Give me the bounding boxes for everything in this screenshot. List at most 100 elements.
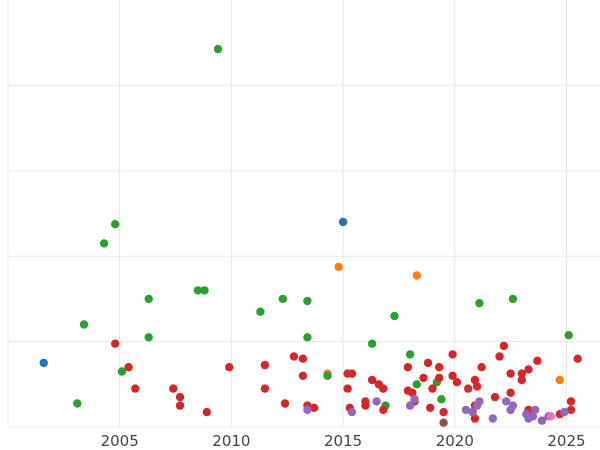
- data-point: [531, 405, 540, 415]
- data-point: [508, 401, 518, 410]
- data-point: [111, 220, 120, 229]
- data-point: [423, 358, 433, 368]
- data-point: [490, 392, 500, 402]
- data-point: [495, 352, 504, 361]
- data-point: [390, 311, 399, 321]
- data-point: [517, 369, 526, 378]
- data-point: [200, 286, 209, 295]
- x-tick-label: 2025: [547, 432, 585, 450]
- data-point: [403, 363, 413, 372]
- data-point: [461, 405, 471, 415]
- data-point: [338, 217, 348, 227]
- data-point: [202, 407, 211, 417]
- data-point: [405, 350, 415, 359]
- data-point: [528, 412, 538, 421]
- data-point: [508, 294, 518, 304]
- data-point: [533, 356, 542, 365]
- data-point: [419, 373, 428, 383]
- data-point: [303, 405, 312, 415]
- data-point: [437, 395, 446, 404]
- data-point: [564, 331, 573, 340]
- data-point: [175, 392, 185, 402]
- data-point: [546, 412, 556, 421]
- data-point: [144, 294, 153, 304]
- data-point: [412, 271, 421, 280]
- data-point: [472, 382, 482, 391]
- data-point: [323, 371, 332, 380]
- data-point: [560, 407, 569, 417]
- data-point: [111, 339, 120, 348]
- grid: [7, 0, 600, 428]
- data-point: [537, 416, 547, 425]
- data-point: [131, 384, 140, 393]
- data-point: [405, 401, 415, 410]
- data-point: [260, 360, 270, 370]
- data-point: [124, 363, 133, 372]
- data-point: [499, 341, 509, 351]
- data-point: [367, 375, 377, 385]
- data-point: [488, 414, 497, 423]
- data-point: [260, 384, 270, 393]
- data-point: [79, 320, 89, 329]
- data-point: [309, 403, 319, 412]
- x-tick-label: 2010: [212, 432, 250, 450]
- data-point: [372, 397, 381, 406]
- data-point: [506, 388, 515, 397]
- data-point: [470, 414, 480, 423]
- data-point: [379, 405, 388, 415]
- data-point: [435, 363, 444, 372]
- data-point: [39, 358, 48, 368]
- data-point: [435, 373, 444, 383]
- data-point: [343, 384, 352, 393]
- data-point: [303, 296, 312, 306]
- data-point: [99, 239, 109, 248]
- data-point: [169, 384, 178, 393]
- x-axis-tick-labels: 2005 2010 2015 2020 2025: [101, 432, 586, 450]
- data-point: [175, 401, 185, 410]
- data-point: [298, 354, 308, 363]
- data-point: [477, 363, 486, 372]
- data-point: [426, 403, 435, 412]
- data-point: [448, 350, 457, 359]
- data-point: [347, 369, 357, 378]
- data-point: [555, 375, 564, 385]
- data-point: [303, 333, 312, 342]
- data-point: [506, 369, 515, 378]
- data-point: [367, 339, 377, 348]
- data-point: [470, 375, 480, 385]
- data-point: [278, 294, 287, 304]
- data-point: [439, 418, 448, 427]
- data-point: [464, 384, 473, 393]
- data-point: [517, 375, 526, 385]
- data-point: [439, 407, 448, 417]
- data-point: [117, 367, 127, 376]
- data-point: [289, 352, 299, 361]
- data-point: [334, 262, 343, 272]
- data-point: [256, 307, 265, 316]
- data-points: [39, 44, 582, 427]
- data-point: [298, 371, 308, 380]
- data-point: [524, 365, 533, 374]
- data-point: [468, 407, 477, 417]
- data-point: [428, 384, 437, 393]
- data-point: [475, 299, 484, 308]
- data-point: [213, 44, 223, 54]
- data-point: [410, 395, 419, 404]
- x-tick-label: 2020: [436, 432, 474, 450]
- data-point: [408, 388, 417, 397]
- data-point: [379, 384, 388, 393]
- data-point: [347, 407, 357, 417]
- data-point: [452, 378, 462, 387]
- x-tick-label: 2015: [324, 432, 362, 450]
- data-point: [566, 405, 576, 415]
- data-point: [280, 399, 290, 408]
- data-point: [225, 363, 234, 372]
- data-point: [502, 397, 511, 406]
- data-point: [475, 397, 484, 406]
- data-point: [412, 380, 421, 389]
- data-point: [144, 333, 153, 342]
- data-point: [193, 286, 203, 295]
- data-point: [573, 354, 582, 363]
